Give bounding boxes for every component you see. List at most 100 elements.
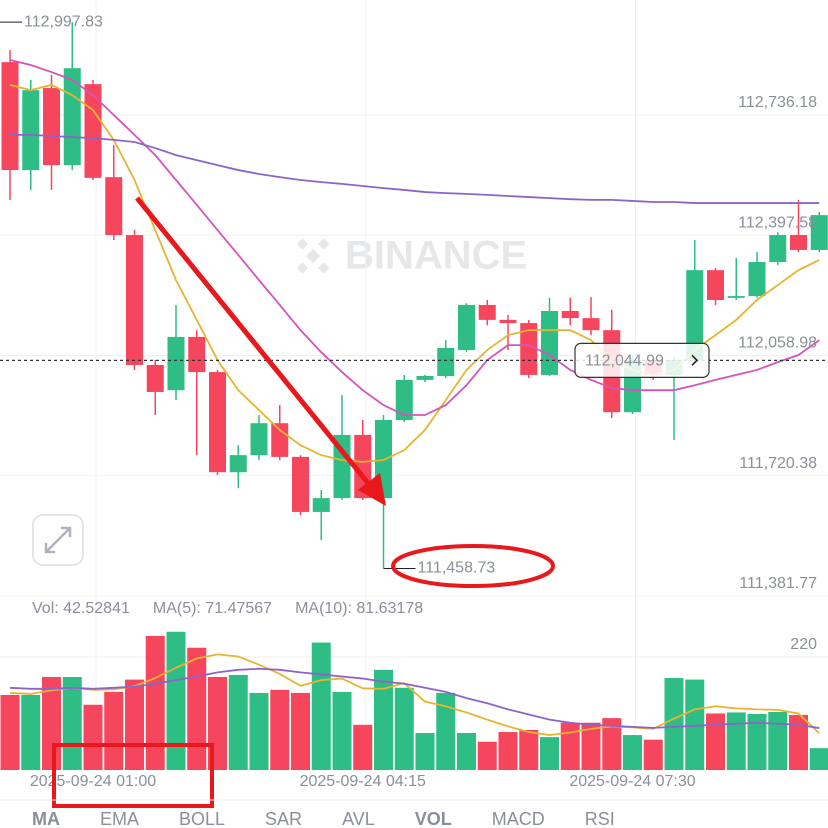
y-tick-label: 112,736.18 (738, 94, 817, 111)
volume-bar (62, 677, 82, 770)
annotation-arrow (135, 196, 374, 490)
indicator-tab[interactable]: EMA (100, 809, 139, 828)
candle-body (561, 311, 579, 319)
volume-bar (291, 692, 310, 770)
candle-body (312, 498, 330, 512)
candle-body (1, 62, 19, 171)
y-tick-label: 112,058.98 (738, 335, 817, 352)
candle-body (395, 379, 413, 420)
volume-bar (664, 678, 684, 770)
volume-bar (83, 704, 103, 770)
volume-bar (270, 689, 290, 770)
volume-bar (643, 739, 663, 770)
candle-body (84, 84, 102, 178)
volume-bar (685, 679, 705, 770)
candle-body (333, 434, 351, 499)
volume-layer (0, 631, 828, 770)
candle-body (707, 270, 724, 300)
volume-ma-line (9, 667, 820, 729)
candle-body (790, 235, 807, 250)
candle-body (810, 215, 828, 250)
candle-body (105, 177, 123, 236)
high-label: 112,997.83 (24, 13, 103, 30)
volume-bar (706, 713, 725, 770)
volume-bar (21, 694, 41, 770)
candle-body (292, 456, 309, 512)
y-tick-label: 111,720.38 (739, 455, 817, 472)
candle-body (686, 270, 704, 360)
volume-bar (477, 741, 497, 770)
candle-body (22, 90, 40, 171)
low-label: 111,458.73 (418, 560, 496, 577)
indicator-tab[interactable]: SAR (265, 809, 302, 828)
volume-bar (457, 733, 476, 770)
tab-bar: MA EMA BOLL SAR AVL VOL MACD RSI (32, 809, 615, 828)
volume-bar (166, 631, 186, 770)
volume-tick-label: 220 (790, 636, 817, 653)
volume-bar (436, 692, 456, 770)
volume-bar (353, 724, 373, 770)
volume-legend: MA(5): 71.47567 (153, 600, 272, 617)
label-layer: 112,736.18 112,397.58 112,058.98 111,720.38… (0, 13, 828, 790)
volume-bar (145, 635, 165, 770)
candle-body (416, 375, 434, 380)
chevron (691, 354, 699, 366)
candle-body (146, 364, 164, 392)
indicator-tab[interactable]: MA (32, 809, 60, 828)
indicator-tab[interactable]: MACD (492, 809, 545, 828)
annotation-ellipse (391, 544, 555, 588)
candle-body (769, 235, 787, 263)
candle-body (126, 235, 143, 365)
indicator-tab[interactable]: BOLL (179, 809, 225, 828)
volume-bar (498, 731, 518, 770)
volume-bar (415, 733, 435, 770)
volume-bar (747, 713, 767, 770)
expand-button[interactable] (32, 514, 84, 566)
watermark-text: BINANCE (345, 234, 527, 278)
candle-body (188, 336, 206, 373)
last-price-box (574, 342, 710, 378)
indicator-tab[interactable]: AVL (342, 809, 375, 828)
volume-bar (519, 729, 539, 770)
volume-bar (187, 647, 207, 770)
candle-body (271, 423, 289, 457)
x-tick-label: 2025-09-24 07:30 (569, 773, 695, 790)
volume-bar (602, 718, 622, 770)
candle-body (229, 455, 247, 473)
y-tick-label: 112,397.58 (738, 214, 817, 231)
candle-body (167, 336, 185, 391)
candle-body (541, 311, 558, 375)
indicator-tab[interactable]: VOL (415, 809, 452, 828)
candle-body (437, 347, 455, 376)
volume-bar (623, 735, 642, 770)
volume-ma-line (9, 653, 820, 736)
volume-legend: Vol: 42.52841 (32, 600, 130, 617)
annotation-arrowhead (358, 473, 386, 506)
candle-body (250, 423, 268, 456)
candle-body (63, 68, 81, 166)
volume-bar (228, 674, 248, 770)
volume-bar (809, 748, 828, 770)
candle-body (478, 304, 496, 320)
annotations (52, 196, 555, 808)
last-price-badge[interactable]: 112,044.99 (574, 342, 710, 378)
x-tick-label: 2025-09-24 04:15 (300, 773, 426, 790)
volume-legend: MA(10): 81.63178 (295, 600, 423, 617)
indicator-tab[interactable]: RSI (585, 809, 615, 828)
volume-bar (540, 737, 559, 770)
y-tick-label: 111,381.77 (739, 575, 817, 592)
volume-bar (374, 669, 393, 770)
volume-bar (394, 687, 414, 770)
volume-bar (249, 692, 269, 770)
volume-bar (104, 691, 124, 770)
candle-body (520, 323, 538, 375)
candle-body (43, 88, 60, 166)
x-tick-label: 2025-09-24 01:00 (30, 773, 156, 790)
volume-bar (0, 694, 20, 770)
volume-bar (726, 712, 746, 770)
candle-body (748, 262, 766, 297)
ma-line (10, 134, 820, 204)
candle-body (209, 372, 226, 473)
